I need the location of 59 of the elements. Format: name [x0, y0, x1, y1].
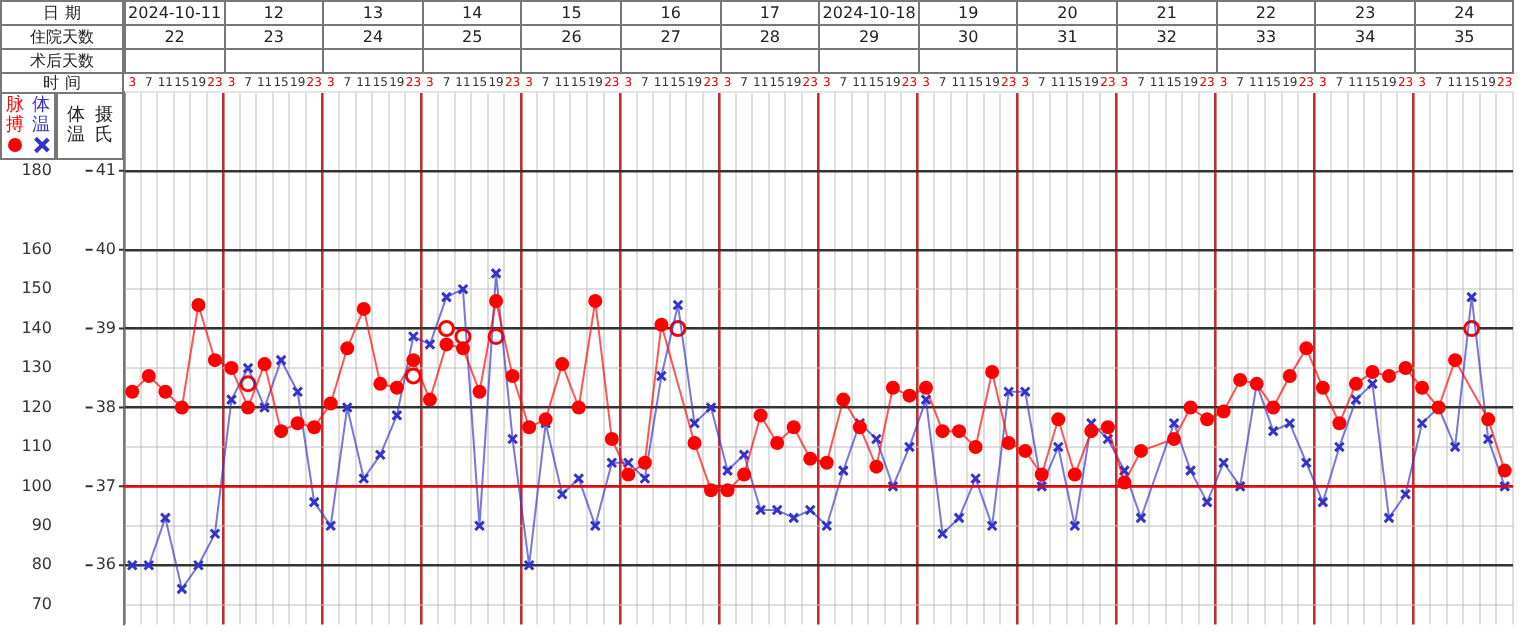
- y-tick-label: 80: [31, 555, 52, 574]
- y-tick-label: 90: [31, 515, 52, 534]
- text: 35: [1413, 24, 1515, 50]
- text: 26: [520, 24, 623, 50]
- label-box: 体温摄氏: [56, 92, 124, 160]
- text: 17: [719, 0, 821, 26]
- point: [404, 367, 422, 385]
- legend-box: 脉搏 体温: [0, 92, 56, 160]
- text: 12: [223, 0, 325, 26]
- text: 19: [917, 0, 1019, 26]
- text: 25: [421, 24, 523, 50]
- text: 23: [223, 24, 325, 50]
- text: 32: [1116, 24, 1218, 50]
- y-tick-label: 160: [21, 239, 52, 258]
- y-tick-label: 120: [21, 397, 52, 416]
- point: [1463, 320, 1481, 338]
- y2-tick-label: 38: [95, 397, 116, 416]
- text: 28: [719, 24, 821, 50]
- text: 34: [1314, 24, 1416, 50]
- text: 21: [1116, 0, 1218, 26]
- text: 13: [322, 0, 424, 26]
- text: 2024-10-18: [818, 0, 920, 26]
- y-tick-label: 70: [31, 594, 52, 613]
- text: 22: [124, 24, 226, 50]
- text: 日 期: [0, 0, 124, 26]
- y-tick-label: 130: [21, 358, 52, 377]
- text: 27: [620, 24, 722, 50]
- text: 24: [322, 24, 424, 50]
- text: 30: [917, 24, 1019, 50]
- y-tick-label: 180: [21, 161, 52, 180]
- text: 术后天数: [0, 48, 124, 74]
- text: 23: [1314, 0, 1416, 26]
- y2-axis-title: 体温摄氏: [66, 106, 114, 146]
- text: 20: [1016, 0, 1119, 26]
- point: [239, 375, 257, 393]
- y-tick-label: 140: [21, 318, 52, 337]
- y2-tick-label: 40: [95, 239, 116, 258]
- point: [669, 320, 687, 338]
- text: 14: [421, 0, 523, 26]
- y-tick-label: 110: [21, 437, 52, 456]
- point: [437, 320, 455, 338]
- text: 22: [1215, 0, 1317, 26]
- text: 住院天数: [0, 24, 124, 50]
- point: [454, 328, 472, 346]
- text: 2024-10-11: [124, 0, 226, 26]
- y2-tick-label: 41: [95, 161, 116, 180]
- text: 16: [620, 0, 722, 26]
- y2-tick-label: 36: [95, 555, 116, 574]
- point: [487, 328, 505, 346]
- text: 15: [520, 0, 623, 26]
- y-tick-label: 100: [21, 476, 52, 495]
- text: 29: [818, 24, 920, 50]
- text: 33: [1215, 24, 1317, 50]
- text: 31: [1016, 24, 1119, 50]
- y2-tick-label: 37: [95, 476, 116, 495]
- y-tick-label: 150: [21, 279, 52, 298]
- text: 24: [1413, 0, 1515, 26]
- y2-tick-label: 39: [95, 318, 116, 337]
- x-axis-title: 时 间: [0, 72, 124, 94]
